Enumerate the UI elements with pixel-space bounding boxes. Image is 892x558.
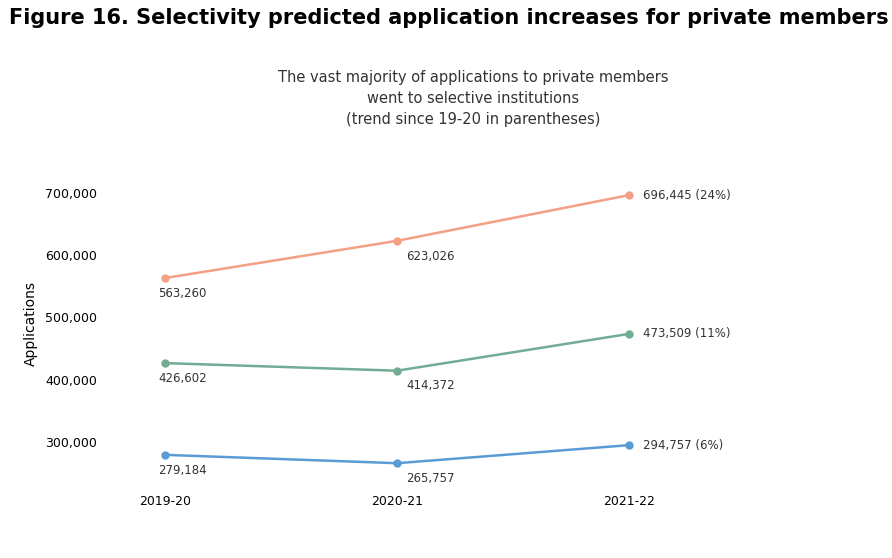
Text: 696,445 (24%): 696,445 (24%) <box>643 189 731 201</box>
Text: 265,757: 265,757 <box>406 472 455 485</box>
Y-axis label: Applications: Applications <box>24 281 38 366</box>
Text: The vast majority of applications to private members
went to selective instituti: The vast majority of applications to pri… <box>277 70 668 127</box>
Text: 623,026: 623,026 <box>406 249 455 263</box>
Text: 426,602: 426,602 <box>158 372 207 385</box>
Text: 279,184: 279,184 <box>158 464 207 477</box>
Text: 414,372: 414,372 <box>406 379 455 392</box>
Text: Figure 16. Selectivity predicted application increases for private members: Figure 16. Selectivity predicted applica… <box>9 8 888 28</box>
Text: 294,757 (6%): 294,757 (6%) <box>643 439 723 451</box>
Text: 563,260: 563,260 <box>158 287 206 300</box>
Text: 473,509 (11%): 473,509 (11%) <box>643 328 731 340</box>
